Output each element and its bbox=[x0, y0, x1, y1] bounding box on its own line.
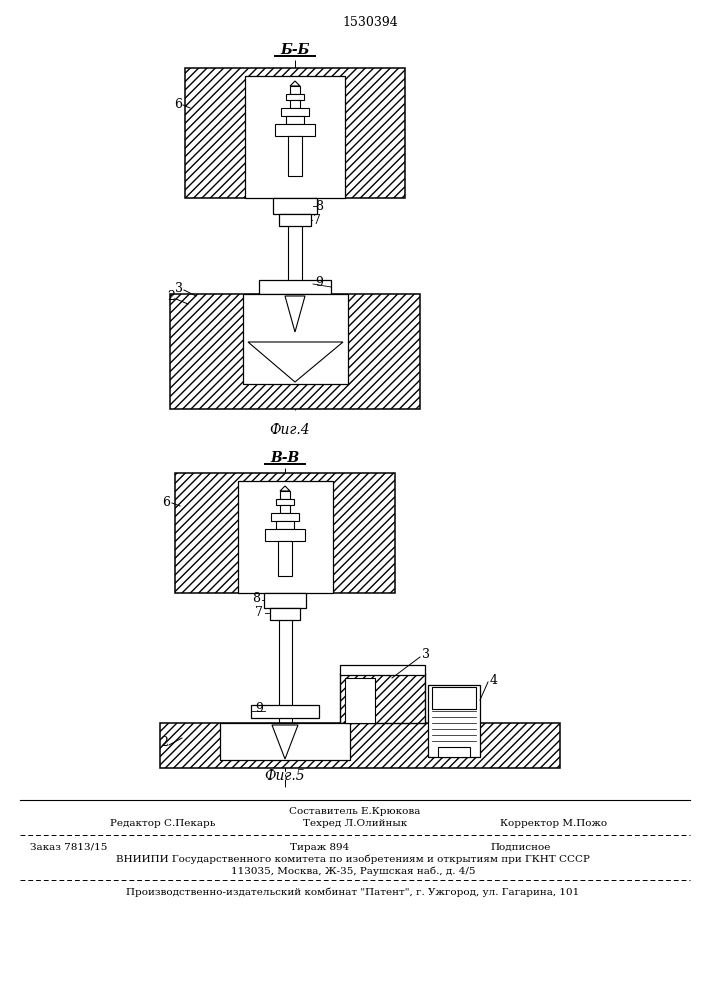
Bar bbox=[288, 198, 302, 294]
Text: Фиг.4: Фиг.4 bbox=[269, 423, 310, 437]
Bar bbox=[185, 68, 405, 198]
Bar bbox=[340, 673, 425, 723]
Text: В-В: В-В bbox=[270, 451, 300, 465]
Bar bbox=[281, 108, 309, 116]
Text: 9: 9 bbox=[315, 275, 323, 288]
Text: Производственно-издательский комбинат "Патент", г. Ужгород, ул. Гагарина, 101: Производственно-издательский комбинат "П… bbox=[127, 887, 580, 897]
Text: 9: 9 bbox=[255, 702, 263, 716]
Text: 7: 7 bbox=[255, 606, 263, 619]
Polygon shape bbox=[290, 81, 300, 86]
Bar bbox=[265, 529, 305, 541]
Text: ВНИИПИ Государственного комитета по изобретениям и открытиям при ГКНТ СССР: ВНИИПИ Государственного комитета по изоб… bbox=[116, 854, 590, 864]
Bar bbox=[220, 723, 350, 760]
Bar bbox=[290, 100, 300, 108]
Polygon shape bbox=[280, 486, 290, 491]
Text: 8: 8 bbox=[315, 200, 323, 213]
Text: 113035, Москва, Ж-35, Раушская наб., д. 4/5: 113035, Москва, Ж-35, Раушская наб., д. … bbox=[230, 866, 475, 876]
Bar bbox=[175, 473, 395, 593]
Text: Б-Б: Б-Б bbox=[280, 43, 310, 57]
Text: 2: 2 bbox=[160, 736, 168, 750]
Bar bbox=[273, 198, 317, 214]
Polygon shape bbox=[285, 296, 305, 332]
Bar bbox=[290, 86, 300, 94]
Bar bbox=[264, 593, 306, 608]
Bar bbox=[275, 124, 315, 136]
Bar bbox=[251, 705, 319, 718]
Polygon shape bbox=[272, 725, 298, 759]
Bar bbox=[271, 513, 299, 521]
Bar bbox=[432, 687, 476, 709]
Text: Тираж 894: Тираж 894 bbox=[290, 842, 349, 852]
Bar bbox=[170, 294, 420, 409]
Text: 1530394: 1530394 bbox=[342, 15, 398, 28]
Bar bbox=[280, 505, 290, 513]
Bar bbox=[286, 116, 304, 124]
Text: 3: 3 bbox=[175, 282, 183, 294]
Text: Фиг.5: Фиг.5 bbox=[264, 769, 305, 783]
Bar bbox=[438, 747, 470, 757]
Bar bbox=[245, 76, 345, 198]
Text: 8: 8 bbox=[252, 591, 260, 604]
Text: Заказ 7813/15: Заказ 7813/15 bbox=[30, 842, 107, 852]
Bar bbox=[279, 214, 311, 226]
Text: Редактор С.Пекарь: Редактор С.Пекарь bbox=[110, 820, 216, 828]
Bar bbox=[278, 541, 292, 576]
Bar bbox=[340, 665, 425, 675]
Text: 7: 7 bbox=[313, 214, 321, 227]
Text: Подписное: Подписное bbox=[490, 842, 550, 852]
Bar bbox=[276, 521, 294, 529]
Bar bbox=[276, 499, 294, 505]
Bar bbox=[288, 136, 302, 176]
Bar bbox=[160, 723, 560, 768]
Text: 3: 3 bbox=[422, 648, 430, 662]
Bar bbox=[279, 593, 292, 723]
Bar bbox=[280, 491, 290, 499]
Bar bbox=[345, 678, 375, 723]
Text: 4: 4 bbox=[490, 674, 498, 686]
Text: 2: 2 bbox=[167, 290, 175, 304]
Bar bbox=[286, 94, 304, 100]
Text: Корректор М.Пожо: Корректор М.Пожо bbox=[500, 820, 607, 828]
Text: 6: 6 bbox=[162, 496, 170, 510]
Text: Составитель Е.Крюкова: Составитель Е.Крюкова bbox=[289, 808, 421, 816]
Text: Техред Л.Олийнык: Техред Л.Олийнык bbox=[303, 820, 407, 828]
Bar bbox=[270, 608, 300, 620]
Polygon shape bbox=[248, 342, 343, 382]
Text: 6: 6 bbox=[174, 99, 182, 111]
Bar bbox=[259, 280, 331, 294]
Bar bbox=[428, 685, 480, 757]
Bar bbox=[243, 294, 348, 384]
Bar bbox=[238, 481, 333, 593]
